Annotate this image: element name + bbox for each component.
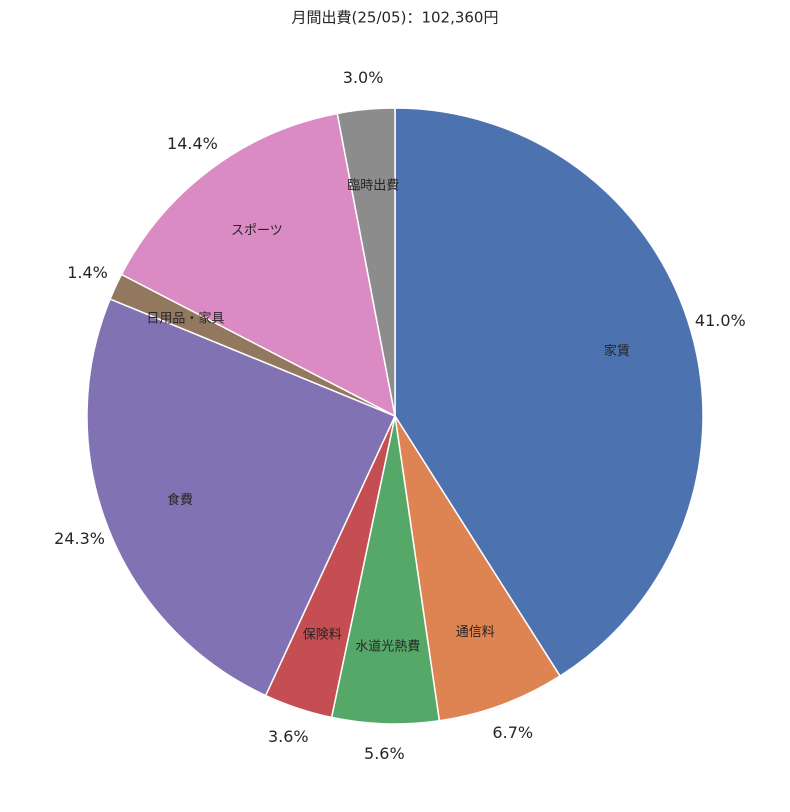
value-label: 6.7% (492, 723, 533, 742)
value-label: 14.4% (167, 134, 218, 153)
slice-label: スポーツ (231, 223, 283, 238)
slice-label: 日用品・家具 (146, 310, 224, 326)
value-label: 5.6% (364, 744, 405, 763)
slice-label: 家賃 (604, 343, 630, 359)
value-label: 24.3% (54, 529, 105, 548)
value-label: 3.6% (268, 727, 309, 746)
slice-label: 食費 (167, 492, 193, 508)
value-label: 1.4% (67, 263, 108, 282)
value-label: 41.0% (695, 311, 746, 330)
slice-label: 通信料 (456, 625, 495, 640)
slice-label: 保険料 (303, 628, 342, 643)
pie-slice (86, 298, 397, 697)
chart-title: 月間出費(25/05)：102,360円 (292, 9, 499, 27)
pie-slice (394, 415, 562, 722)
pie-slice (120, 112, 397, 418)
slice-label: 水道光熱費 (355, 639, 420, 654)
pie-slice (336, 107, 396, 417)
value-label: 3.0% (343, 68, 384, 87)
pie-slice (394, 107, 704, 678)
slice-label: 臨時出費 (347, 179, 399, 194)
